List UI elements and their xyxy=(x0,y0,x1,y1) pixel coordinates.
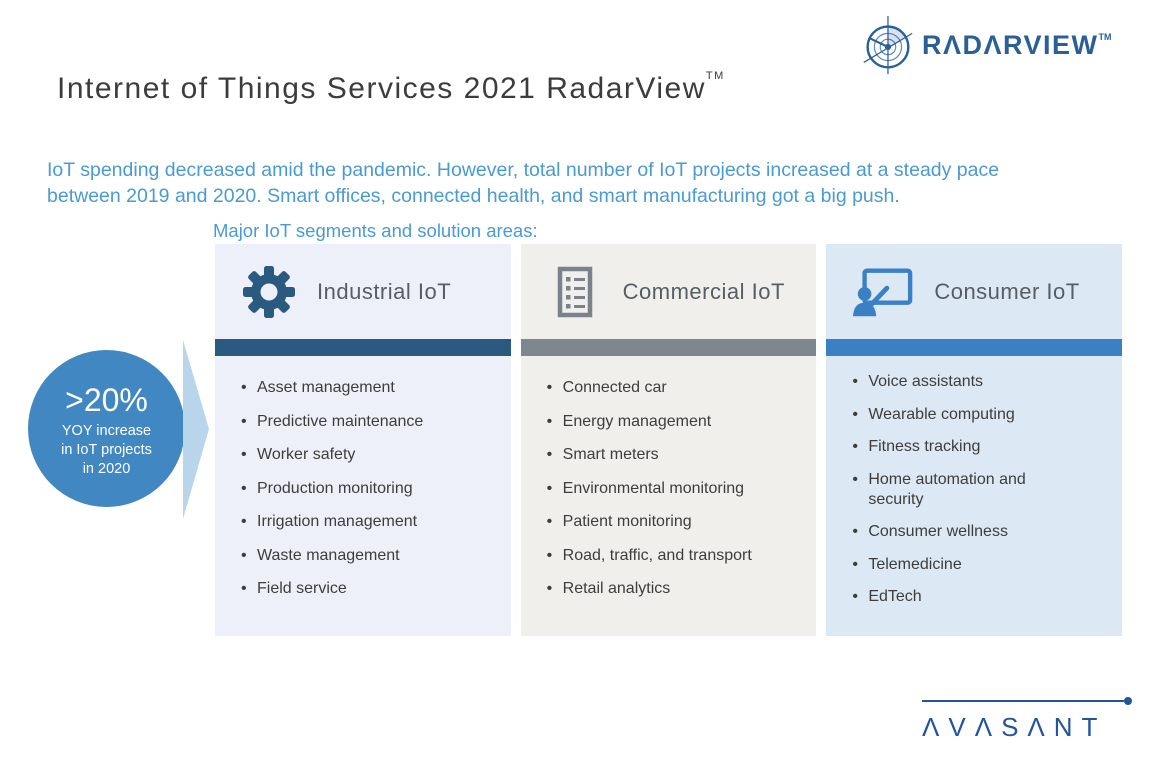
stat-caption: YOY increase in IoT projects in 2020 xyxy=(28,422,185,479)
stat-caption-line2: in IoT projects xyxy=(61,442,152,459)
list-item: Smart meters xyxy=(547,445,803,465)
list-item: Waste management xyxy=(241,546,497,566)
list-item: Wearable computing xyxy=(852,405,1053,425)
title-trademark: TM xyxy=(705,70,725,82)
radar-icon xyxy=(863,15,913,75)
list-item: Worker safety xyxy=(241,445,497,465)
list-item: Energy management xyxy=(547,412,803,432)
column-consumer-iot: Consumer IoT Voice assistants Wearable c… xyxy=(826,244,1122,636)
list-item: Voice assistants xyxy=(852,372,1053,392)
list-item: Irrigation management xyxy=(241,512,497,532)
list-item: Environmental monitoring xyxy=(547,479,803,499)
gear-icon xyxy=(243,265,295,318)
avasant-logo-text: ΛVΛSΛNT xyxy=(922,712,1107,742)
list-item: Predictive maintenance xyxy=(241,412,497,432)
avasant-dot xyxy=(1124,697,1132,705)
segments-label: Major IoT segments and solution areas: xyxy=(213,220,538,241)
radarview-trademark: TM xyxy=(1098,31,1112,42)
segment-columns: Industrial IoT Asset management Predicti… xyxy=(215,244,1122,636)
intro-line-2: between 2019 and 2020. Smart offices, co… xyxy=(47,184,900,207)
list-item: Home automation and security xyxy=(852,470,1053,510)
column-body-consumer: Voice assistants Wearable computing Fitn… xyxy=(826,356,1122,636)
list-item: Field service xyxy=(241,579,497,599)
stat-caption-line1: YOY increase xyxy=(61,423,152,440)
avasant-logo: ΛVΛSΛNT xyxy=(922,697,1132,743)
column-header-consumer: Consumer IoT xyxy=(826,244,1122,339)
column-accent-bar xyxy=(826,339,1122,356)
column-body-commercial: Connected car Energy management Smart me… xyxy=(520,356,817,636)
list-item: Consumer wellness xyxy=(852,522,1053,542)
list-item: Telemedicine xyxy=(852,555,1053,575)
list-item: Connected car xyxy=(547,378,803,398)
stat-value: >20% xyxy=(65,382,148,418)
list-item: Patient monitoring xyxy=(547,512,803,532)
list-item: EdTech xyxy=(852,587,1053,607)
column-commercial-iot: Commercial IoT Connected car Energy mana… xyxy=(520,244,817,636)
radarview-logo: RΛDΛRVIEWTM xyxy=(856,14,1112,76)
column-title: Consumer IoT xyxy=(934,278,1080,304)
column-header-industrial: Industrial IoT xyxy=(215,244,511,339)
column-body-industrial: Asset management Predictive maintenance … xyxy=(215,356,511,636)
checklist-icon xyxy=(557,266,592,317)
stat-circle: >20% YOY increase in IoT projects in 202… xyxy=(28,350,185,507)
column-header-commercial: Commercial IoT xyxy=(520,244,817,339)
stat-caption-line3: in 2020 xyxy=(82,460,131,477)
list-item: Production monitoring xyxy=(241,479,497,499)
radarview-logo-text: RΛDΛRVIEWTM xyxy=(922,29,1112,60)
page-title: Internet of Things Services 2021 RadarVi… xyxy=(57,70,725,105)
list-item: Road, traffic, and transport xyxy=(547,546,803,566)
column-accent-bar xyxy=(215,339,511,356)
column-accent-bar xyxy=(520,339,817,356)
column-industrial-iot: Industrial IoT Asset management Predicti… xyxy=(215,244,511,636)
list-item: Retail analytics xyxy=(547,579,803,599)
list-item: Asset management xyxy=(241,378,497,398)
column-title: Commercial IoT xyxy=(622,278,785,304)
presenter-icon xyxy=(853,268,913,316)
intro-text: IoT spending decreased amid the pandemic… xyxy=(47,158,1107,210)
column-title: Industrial IoT xyxy=(317,278,452,304)
intro-line-1: IoT spending decreased amid the pandemic… xyxy=(47,159,1000,181)
avasant-rule xyxy=(922,697,1132,705)
list-item: Fitness tracking xyxy=(852,437,1053,457)
arrow-right-icon xyxy=(183,340,209,519)
